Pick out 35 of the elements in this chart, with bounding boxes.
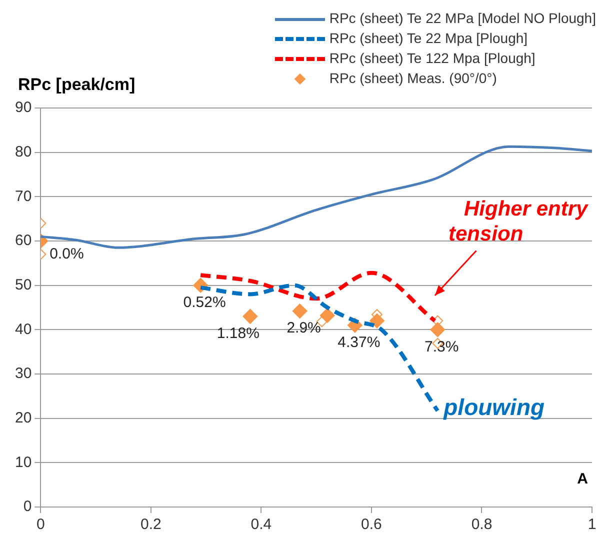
annotation: 1.18% [216,325,260,342]
y-tick-label: 0 [23,498,32,516]
x-tick-label: 1 [588,516,596,534]
point [369,313,384,328]
legend-label: RPc (sheet) Te 22 Mpa [Plough] [329,30,528,46]
legend-label: RPc (sheet) Te 122 Mpa [Plough] [329,50,536,66]
point [320,308,335,323]
annotation: 7.3% [424,338,459,356]
x-tick-label: 0.2 [140,516,162,534]
legend-label: RPc (sheet) Te 22 MPa [Model NO Plough] [329,10,596,26]
y-axis-title: RPc [peak/cm] [18,75,136,94]
y-tick-label: 70 [14,188,32,205]
annotation: A [577,470,588,488]
y-tick-label: 50 [14,276,32,294]
y-tick-label: 30 [14,365,32,382]
y-tick-label: 60 [14,232,32,250]
annotation: 4.37% [338,334,380,351]
annotation: plouwing [442,394,545,420]
x-tick-label: 0.6 [361,516,382,534]
annotation: 0.52% [183,294,226,311]
annotation: 0.0% [50,246,84,263]
x-tick-label: 0 [36,516,45,534]
y-tick-label: 80 [14,143,32,160]
point [242,308,258,324]
x-tick-label: 0.4 [250,516,272,534]
point [430,322,446,338]
y-tick-label: 40 [14,320,32,338]
y-tick-label: 90 [14,99,32,116]
y-tick-label: 20 [14,409,32,426]
x-tick-label: 0.8 [471,516,492,534]
annotation: Higher entry tension [448,198,590,246]
annotation: 2.9% [286,320,321,337]
y-tick-label: 10 [14,454,32,471]
legend-label: RPc (sheet) Meas. (90°/0°) [329,70,497,86]
point [292,304,308,319]
